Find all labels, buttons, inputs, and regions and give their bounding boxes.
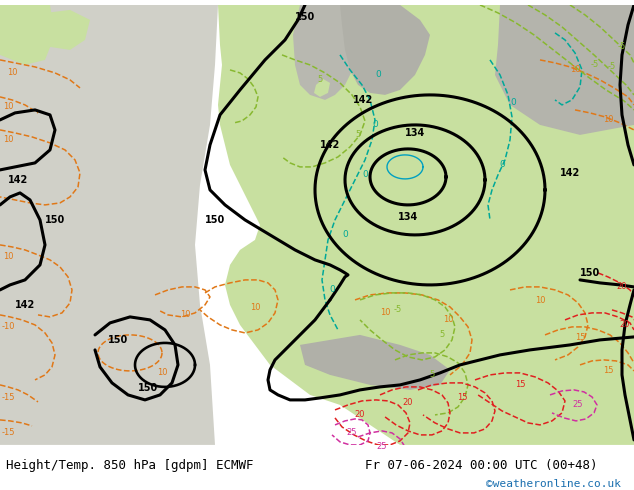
Text: ©weatheronline.co.uk: ©weatheronline.co.uk [486, 479, 621, 489]
Text: Fr 07-06-2024 00:00 UTC (00+48): Fr 07-06-2024 00:00 UTC (00+48) [365, 459, 597, 471]
Text: -15: -15 [1, 393, 15, 402]
Text: 150: 150 [580, 268, 600, 278]
Text: 134: 134 [405, 128, 425, 138]
Text: 142: 142 [320, 140, 340, 150]
Polygon shape [244, 115, 268, 143]
Text: 0: 0 [329, 285, 335, 294]
Polygon shape [28, 10, 90, 50]
Text: 10: 10 [570, 65, 580, 74]
Text: -10: -10 [1, 322, 15, 331]
Polygon shape [0, 5, 218, 445]
Polygon shape [195, 5, 634, 445]
Text: 142: 142 [15, 300, 35, 310]
Text: 20: 20 [355, 411, 365, 419]
Polygon shape [340, 5, 430, 95]
Text: 10: 10 [380, 308, 391, 318]
Text: 10: 10 [250, 303, 260, 313]
Text: 150: 150 [45, 215, 65, 225]
Text: 10: 10 [3, 102, 13, 111]
Text: 0: 0 [510, 98, 516, 107]
Text: 142: 142 [8, 175, 28, 185]
Text: 5: 5 [429, 370, 435, 379]
Polygon shape [248, 135, 282, 175]
Text: 20: 20 [620, 320, 630, 329]
Text: 0: 0 [372, 121, 378, 129]
Text: 0: 0 [499, 160, 505, 170]
Text: 150: 150 [205, 215, 225, 225]
Text: 142: 142 [353, 95, 373, 105]
Text: 10: 10 [157, 368, 167, 377]
Text: 5: 5 [439, 330, 444, 340]
Text: 20: 20 [617, 282, 627, 292]
Text: 150: 150 [295, 12, 315, 22]
Text: -5: -5 [591, 60, 599, 70]
Text: 20: 20 [403, 398, 413, 407]
Text: 25: 25 [573, 400, 583, 410]
Text: 5: 5 [356, 130, 361, 140]
Text: 10: 10 [534, 296, 545, 305]
Polygon shape [293, 5, 360, 100]
Text: -5: -5 [394, 305, 402, 315]
Text: 134: 134 [398, 212, 418, 222]
Polygon shape [495, 5, 634, 135]
Text: 0: 0 [362, 171, 368, 179]
Text: -5: -5 [618, 43, 626, 51]
Text: 10: 10 [7, 69, 17, 77]
Text: 15: 15 [575, 333, 585, 343]
Text: 10: 10 [180, 310, 190, 319]
Text: 15: 15 [456, 393, 467, 402]
Text: -15: -15 [1, 428, 15, 438]
Text: 10: 10 [443, 316, 453, 324]
Text: 25: 25 [377, 442, 387, 451]
Text: 5: 5 [318, 75, 323, 84]
Text: 15: 15 [515, 380, 525, 390]
Text: Height/Temp. 850 hPa [gdpm] ECMWF: Height/Temp. 850 hPa [gdpm] ECMWF [6, 459, 254, 471]
Text: 0: 0 [342, 230, 348, 240]
Text: 150: 150 [138, 383, 158, 393]
Polygon shape [0, 5, 55, 65]
Polygon shape [300, 335, 450, 390]
Text: 10: 10 [3, 135, 13, 145]
Text: 15: 15 [603, 367, 613, 375]
Text: 10: 10 [603, 116, 613, 124]
Text: -5: -5 [608, 62, 616, 72]
Polygon shape [314, 79, 330, 97]
Text: 10: 10 [3, 252, 13, 261]
Text: 142: 142 [560, 168, 580, 178]
Text: 150: 150 [108, 335, 128, 345]
Text: 0: 0 [375, 71, 381, 79]
Text: 25: 25 [347, 428, 357, 438]
